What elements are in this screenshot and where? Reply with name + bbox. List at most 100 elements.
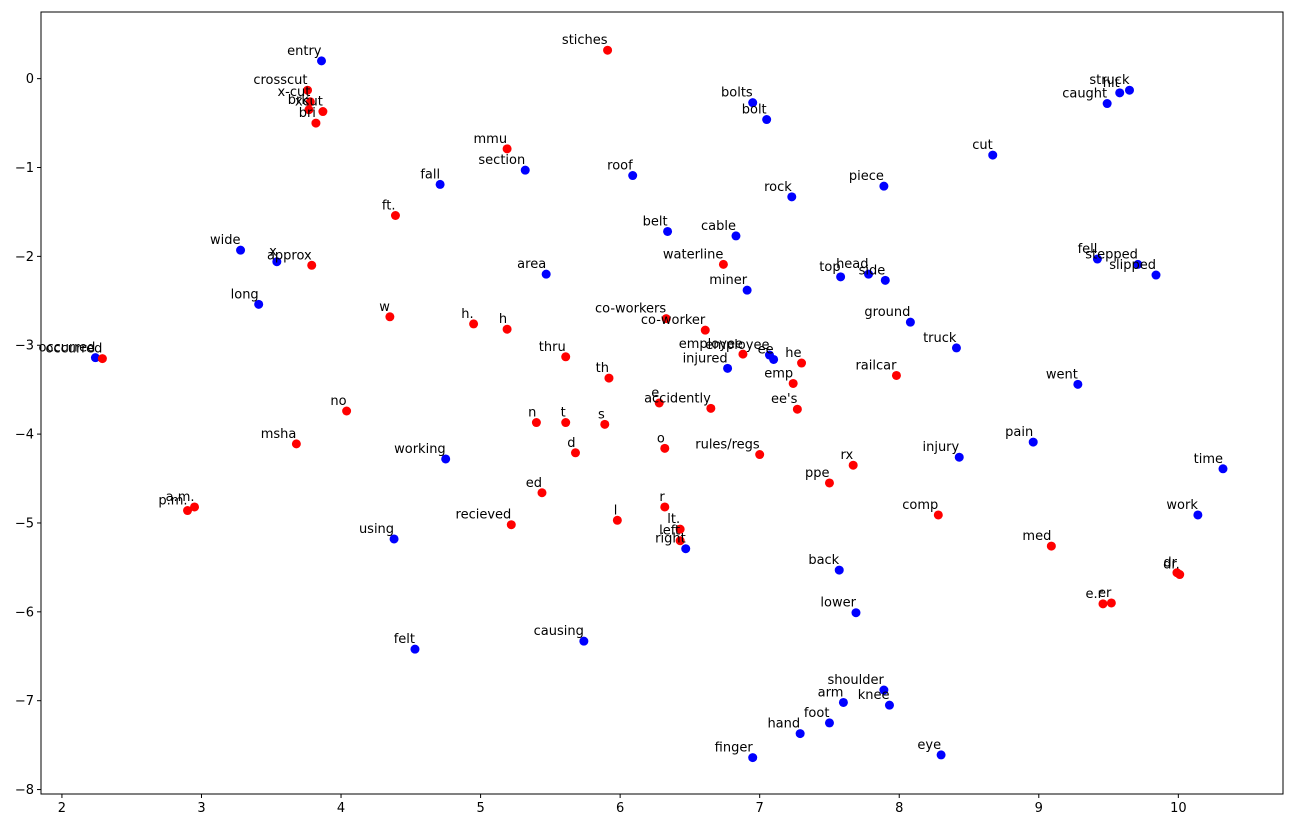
y-tick-label: −8 [15,783,34,798]
red-point-rules/regs [755,450,765,460]
point-label: section [478,153,525,168]
point-label: bri [299,106,316,121]
red-point-a.m. [190,502,200,512]
y-tick-label: −7 [15,694,34,709]
point-label: left [659,524,680,539]
point-label: comp [902,498,938,513]
red-point-thru [561,352,571,362]
blue-point-right [681,544,691,554]
point-label: th [596,361,609,376]
blue-point-x [272,257,282,267]
point-label: stiches [562,33,608,48]
blue-point-slipped [1151,270,1161,280]
red-point-x-cut [305,97,315,107]
point-label: e.r [1085,587,1103,602]
point-label: eye [917,738,941,753]
blue-point-felt [410,644,420,654]
red-point-med [1046,541,1056,551]
red-point-comp [933,510,943,520]
blue-point-hand [795,729,805,739]
blue-point-work [1193,510,1203,520]
x-tick-label: 2 [58,801,66,816]
point-label: bolt [742,103,767,118]
point-label: accidently [644,391,711,406]
x-tick-label: 8 [895,801,903,816]
point-label: n [528,406,536,421]
blue-point-truck [951,343,961,353]
point-label: using [359,522,394,537]
red-point-o [660,443,670,453]
x-axis-ticks: 2 3 4 5 6 7 8 9 10 [58,794,1187,816]
point-label: occurred [39,341,96,356]
red-point-recieved [506,520,516,530]
y-tick-label: −5 [15,516,34,531]
point-label: occurred [45,342,102,357]
blue-point-back [834,565,844,575]
y-tick-label: 0 [26,72,34,87]
red-point-n [531,418,541,428]
blue-point-stepped [1133,259,1143,269]
x-tick-label: 10 [1170,801,1187,816]
point-label: emp [764,366,793,381]
point-label: cut [972,138,992,153]
red-point-rx [848,460,858,470]
point-label: waterline [663,247,724,262]
blue-point-causing [579,636,589,646]
blue-point-injury [954,452,964,462]
red-point-msha [291,439,301,449]
point-label: cable [701,219,736,234]
point-label: stepped [1085,247,1138,262]
blue-point-went [1073,379,1083,389]
blue-point-cable [731,231,741,241]
point-label: rx [840,448,853,463]
point-label: ee's [771,392,798,407]
point-label: recieved [456,508,512,523]
red-point-dr. [1175,570,1185,580]
blue-point-head [864,269,874,279]
point-label: injured [683,351,728,366]
red-point-ee's [792,404,802,414]
red-point-ppe [824,478,834,488]
point-label: thru [539,340,566,355]
red-point-no [342,406,352,416]
point-label: a.m. [166,490,195,505]
point-label: miner [709,273,748,288]
blue-point-bolt [762,115,772,125]
red-point-bri [311,118,321,128]
blue-point-miner [742,285,752,295]
red-point-crosscut [303,85,313,95]
x-tick-label: 4 [337,801,345,816]
point-label: belt [643,214,668,229]
blue-point-ground [905,317,915,327]
x-tick-label: 5 [476,801,484,816]
point-label: felt [394,632,415,647]
red-point-ft. [390,210,400,220]
red-point-stiches [603,45,613,55]
blue-point-working [441,454,451,464]
point-label: t [561,406,566,421]
blue-point-time [1218,464,1228,474]
red-point-t [561,418,571,428]
red-point-h. [469,319,479,329]
blue-point-bolts [748,98,758,108]
point-label: mmu [474,132,508,147]
blue-point-piece [879,181,889,191]
point-label: struck [1089,73,1130,88]
point-label: knee [858,688,890,703]
blue-point-wide [236,245,246,255]
point-label: rules/regs [695,438,760,453]
red-point-s [600,419,610,429]
point-label: dr [1163,556,1177,571]
blue-point-struck [1124,85,1134,95]
point-label: hit [1103,76,1120,91]
blue-point-section [520,165,530,175]
point-label: caught [1062,87,1107,102]
point-label: ground [864,305,910,320]
point-label: fell [1078,242,1098,257]
blue-point-hit [1115,88,1125,98]
point-label: time [1194,452,1223,467]
point-label: rock [764,180,792,195]
point-label: h. [461,307,473,322]
red-point-emp [788,378,798,388]
point-label: dr. [1163,558,1180,573]
